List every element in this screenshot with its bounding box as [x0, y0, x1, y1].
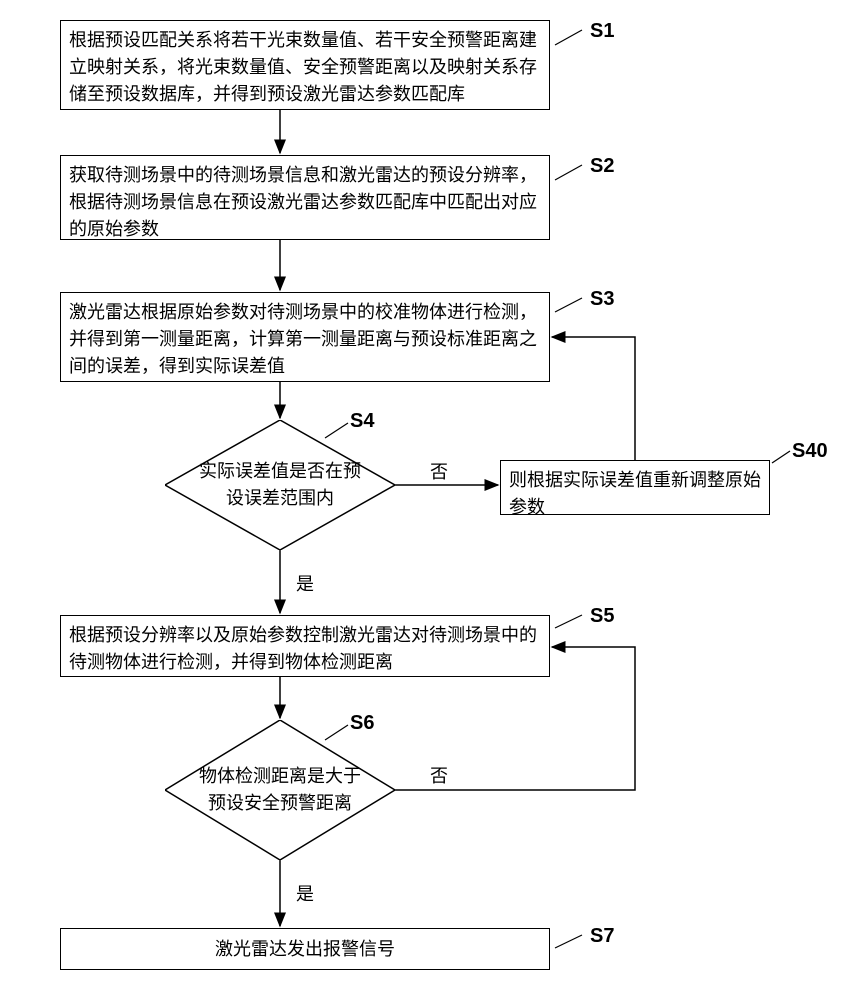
step-s7-text: 激光雷达发出报警信号	[215, 936, 395, 963]
decision-s6: 物体检测距离是大于预设安全预警距离	[165, 720, 395, 860]
step-s2: 获取待测场景中的待测场景信息和激光雷达的预设分辨率，根据待测场景信息在预设激光雷…	[60, 155, 550, 240]
decision-s4: 实际误差值是否在预设误差范围内	[165, 420, 395, 550]
step-s3-text: 激光雷达根据原始参数对待测场景中的校准物体进行检测，并得到第一测量距离，计算第一…	[69, 299, 541, 380]
label-s5: S5	[590, 605, 614, 628]
decision-s4-text: 实际误差值是否在预设误差范围内	[195, 458, 365, 512]
step-s1-text: 根据预设匹配关系将若干光束数量值、若干安全预警距离建立映射关系，将光束数量值、安…	[69, 27, 541, 108]
step-s40: 则根据实际误差值重新调整原始参数	[500, 460, 770, 515]
label-s3: S3	[590, 288, 614, 311]
step-s2-text: 获取待测场景中的待测场景信息和激光雷达的预设分辨率，根据待测场景信息在预设激光雷…	[69, 162, 541, 243]
label-s2: S2	[590, 155, 614, 178]
step-s5: 根据预设分辨率以及原始参数控制激光雷达对待测场景中的待测物体进行检测，并得到物体…	[60, 615, 550, 677]
decision-s6-text: 物体检测距离是大于预设安全预警距离	[195, 763, 365, 817]
edge-s4-s5-label: 是	[296, 570, 314, 596]
step-s1: 根据预设匹配关系将若干光束数量值、若干安全预警距离建立映射关系，将光束数量值、安…	[60, 20, 550, 110]
step-s7: 激光雷达发出报警信号	[60, 928, 550, 970]
edge-s6-s5-label: 否	[430, 762, 448, 788]
label-s1: S1	[590, 20, 614, 43]
step-s5-text: 根据预设分辨率以及原始参数控制激光雷达对待测场景中的待测物体进行检测，并得到物体…	[69, 622, 541, 676]
label-s40: S40	[792, 440, 828, 463]
label-s7: S7	[590, 925, 614, 948]
edge-s4-s40-label: 否	[430, 458, 448, 484]
step-s3: 激光雷达根据原始参数对待测场景中的校准物体进行检测，并得到第一测量距离，计算第一…	[60, 292, 550, 382]
edge-s6-s7-label: 是	[296, 880, 314, 906]
step-s40-text: 则根据实际误差值重新调整原始参数	[509, 467, 761, 521]
label-s4: S4	[350, 410, 374, 433]
label-s6: S6	[350, 712, 374, 735]
